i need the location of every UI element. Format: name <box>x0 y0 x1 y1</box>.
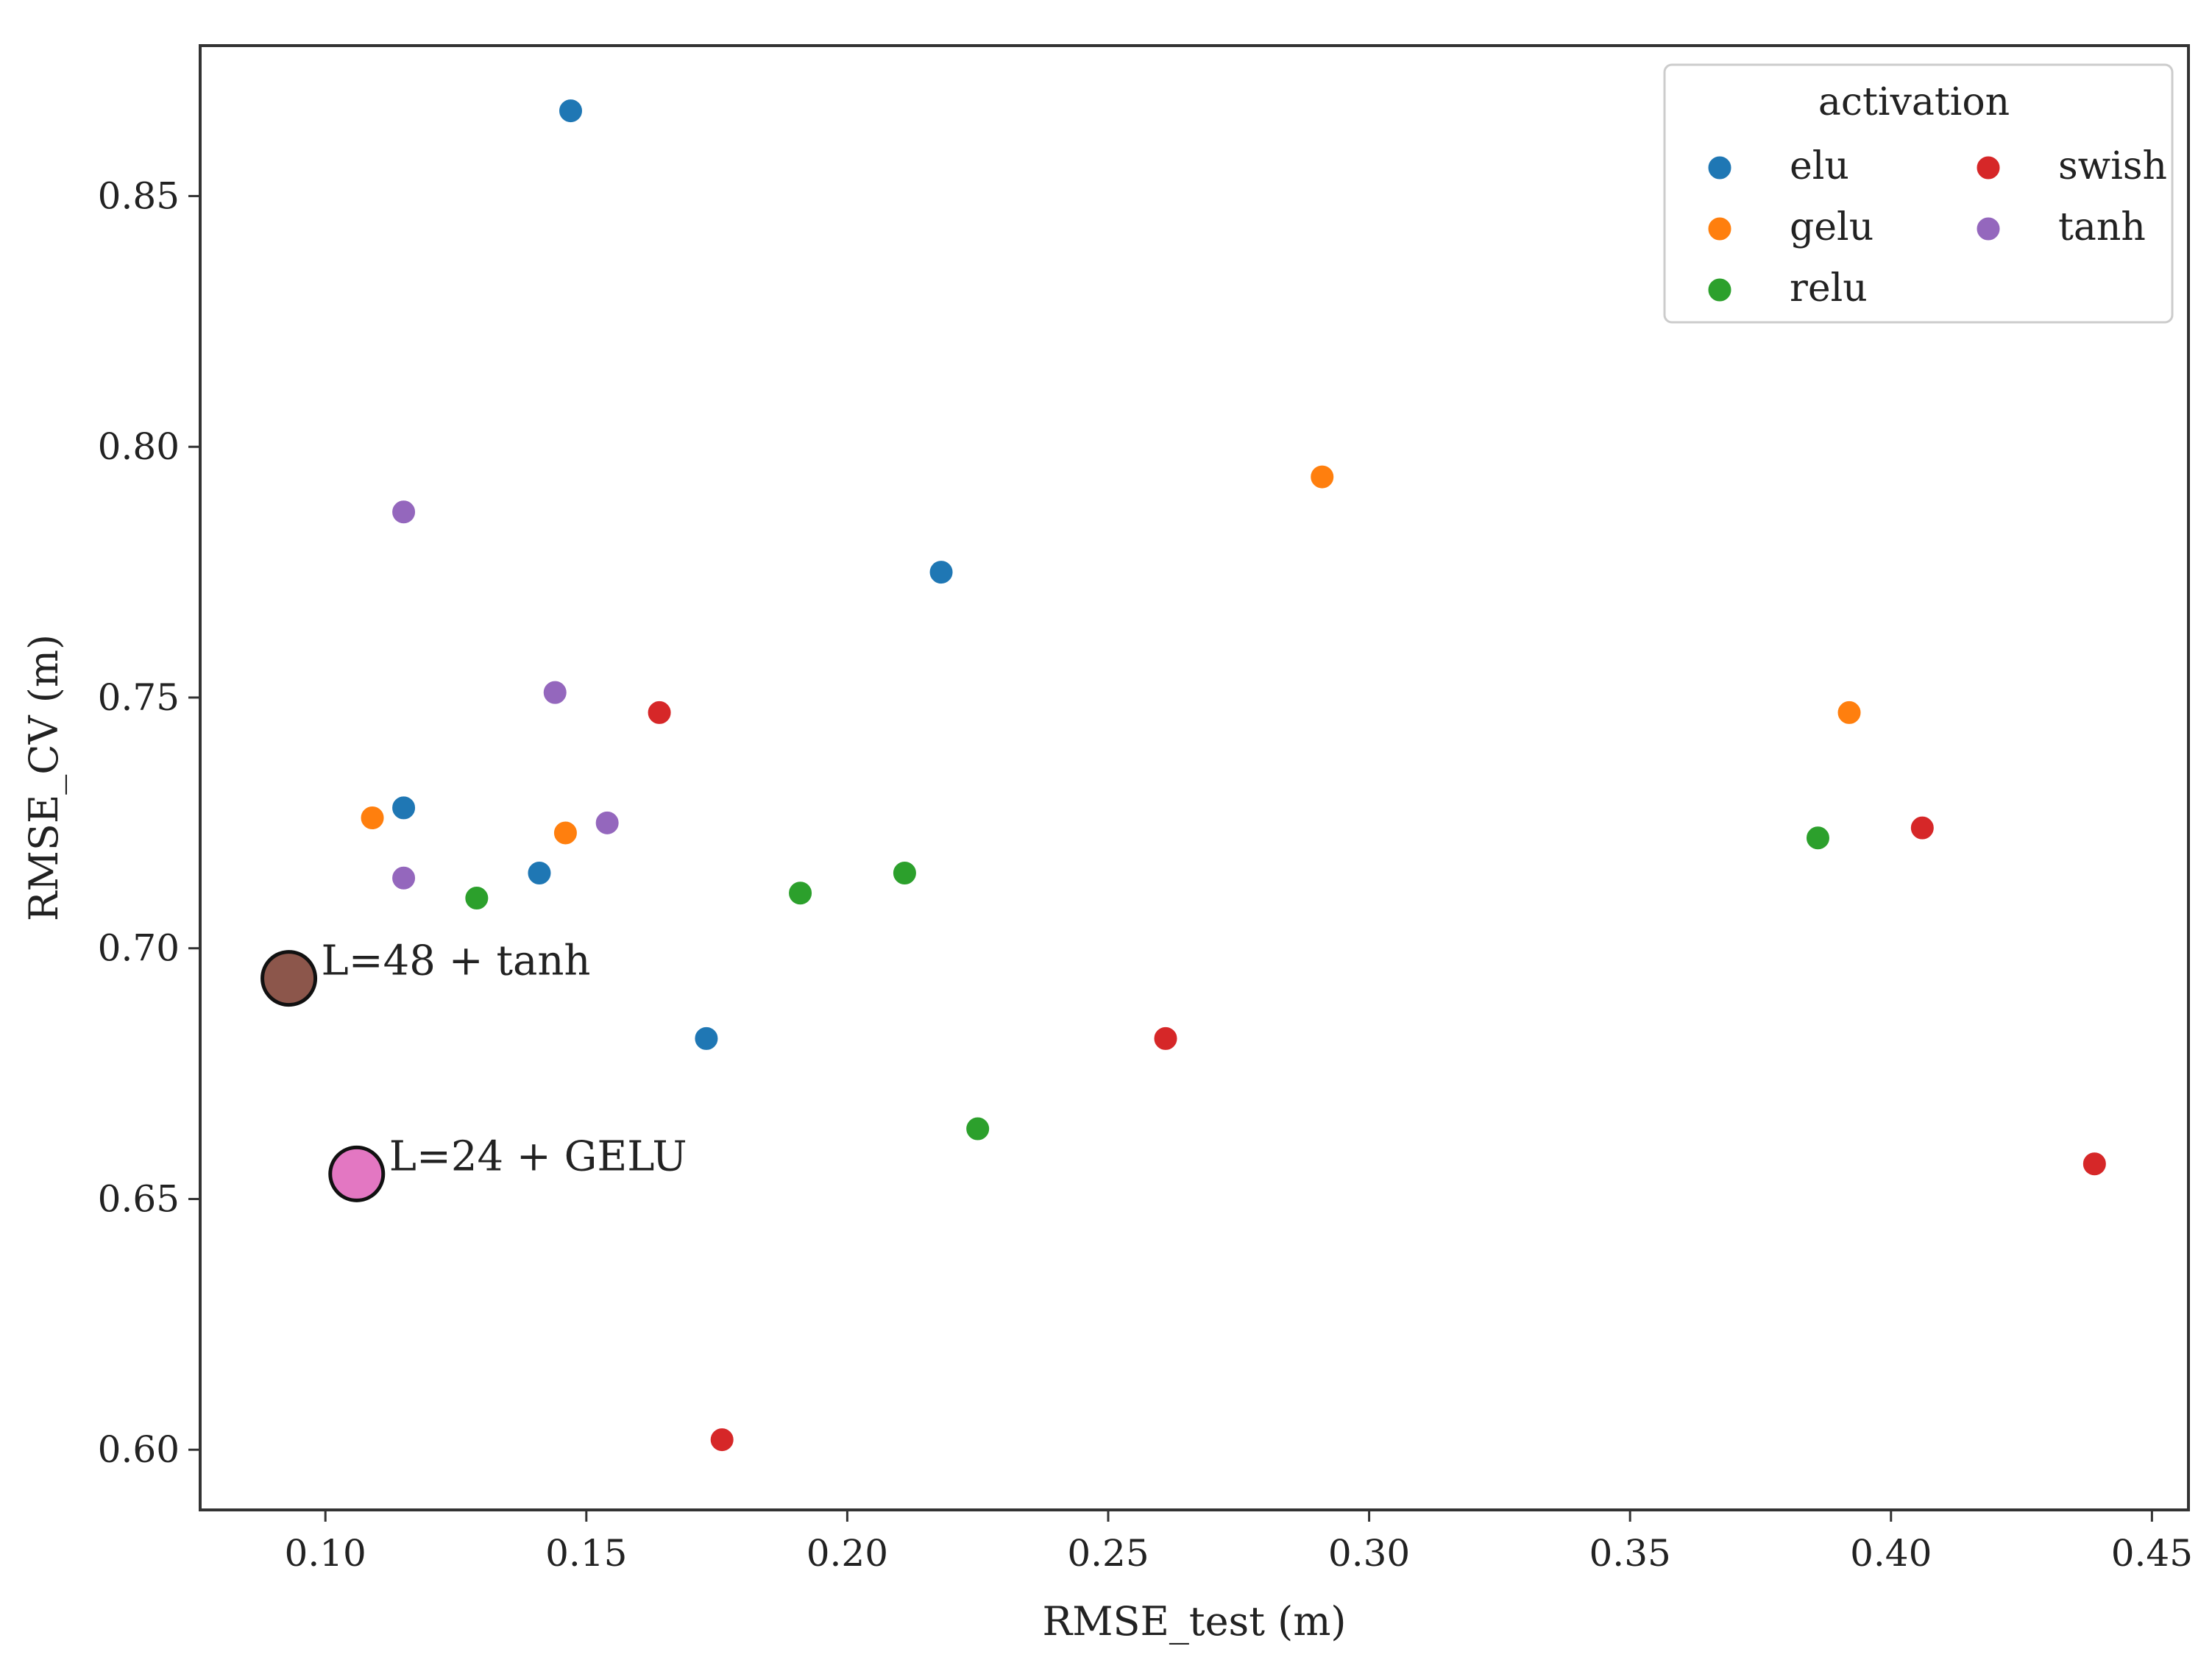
data-point-elu <box>692 1024 720 1052</box>
data-point-elu <box>390 794 418 822</box>
legend-label-gelu: gelu <box>1790 205 1874 249</box>
data-points <box>358 97 2108 1454</box>
x-tick-label: 0.40 <box>1850 1532 1932 1575</box>
data-point-swish <box>1152 1024 1180 1052</box>
legend-label-elu: elu <box>1790 144 1849 188</box>
x-axis-title: RMSE_test (m) <box>1043 1598 1347 1645</box>
series-tanh <box>390 498 621 892</box>
legend-box <box>1663 63 2174 324</box>
data-point-gelu <box>1835 698 1863 726</box>
data-point-elu <box>525 859 553 887</box>
legend-label-relu: relu <box>1790 266 1868 311</box>
data-point-gelu <box>358 804 386 832</box>
legend-label-swish: swish <box>2058 144 2167 188</box>
data-point-elu <box>927 558 955 586</box>
y-tick-label: 0.60 <box>98 1428 180 1471</box>
series-relu <box>463 824 1832 1143</box>
series-gelu <box>358 463 1863 847</box>
data-point-swish <box>1908 814 1936 842</box>
series-elu <box>390 97 955 1052</box>
y-tick-label: 0.65 <box>98 1177 180 1220</box>
x-tick-label: 0.45 <box>2111 1532 2193 1575</box>
y-axis-title: RMSE_CV (m) <box>21 634 67 921</box>
highlight-point <box>328 1145 386 1202</box>
x-tick-label: 0.35 <box>1589 1532 1671 1575</box>
highlight-point <box>260 950 318 1007</box>
data-point-tanh <box>541 678 569 706</box>
x-tick-label: 0.30 <box>1328 1532 1410 1575</box>
legend-label-tanh: tanh <box>2058 205 2146 249</box>
data-point-gelu <box>551 819 579 847</box>
x-tick-label: 0.25 <box>1067 1532 1149 1575</box>
legend-title: activation <box>1818 80 2010 124</box>
data-point-tanh <box>390 864 418 892</box>
legend-marker-tanh <box>1974 215 2002 243</box>
legend-marker-swish <box>1974 154 2002 182</box>
data-point-tanh <box>390 498 418 526</box>
data-point-elu <box>557 97 585 125</box>
series-swish <box>645 698 2108 1454</box>
data-point-swish <box>2080 1150 2108 1178</box>
y-tick-label: 0.70 <box>98 927 180 970</box>
highlight-label: L=24 + GELU <box>389 1132 687 1180</box>
legend-marker-relu <box>1706 276 1734 304</box>
data-point-swish <box>708 1426 736 1454</box>
axis-ticks: 0.10 0.15 0.20 0.25 0.30 0.35 0.40 0.45 0.60 0.65… <box>98 174 2193 1575</box>
legend-marker-elu <box>1706 154 1734 182</box>
legend: activation elu gelu relu swish tanh <box>1663 63 2174 324</box>
data-point-relu <box>1804 824 1832 852</box>
data-point-relu <box>964 1115 992 1143</box>
x-tick-label: 0.15 <box>545 1532 627 1575</box>
highlighted-points: L=48 + tanh L=24 + GELU <box>260 937 687 1202</box>
y-tick-label: 0.85 <box>98 174 180 217</box>
y-tick-label: 0.80 <box>98 425 180 468</box>
data-point-relu <box>890 859 918 887</box>
highlight-label: L=48 + tanh <box>322 937 591 985</box>
data-point-gelu <box>1308 463 1336 491</box>
x-tick-label: 0.10 <box>285 1532 366 1575</box>
legend-marker-gelu <box>1706 215 1734 243</box>
x-tick-label: 0.20 <box>807 1532 888 1575</box>
data-point-swish <box>645 698 673 726</box>
data-point-relu <box>463 884 491 912</box>
y-tick-label: 0.75 <box>98 676 180 719</box>
data-point-tanh <box>593 809 621 837</box>
data-point-relu <box>787 879 815 907</box>
